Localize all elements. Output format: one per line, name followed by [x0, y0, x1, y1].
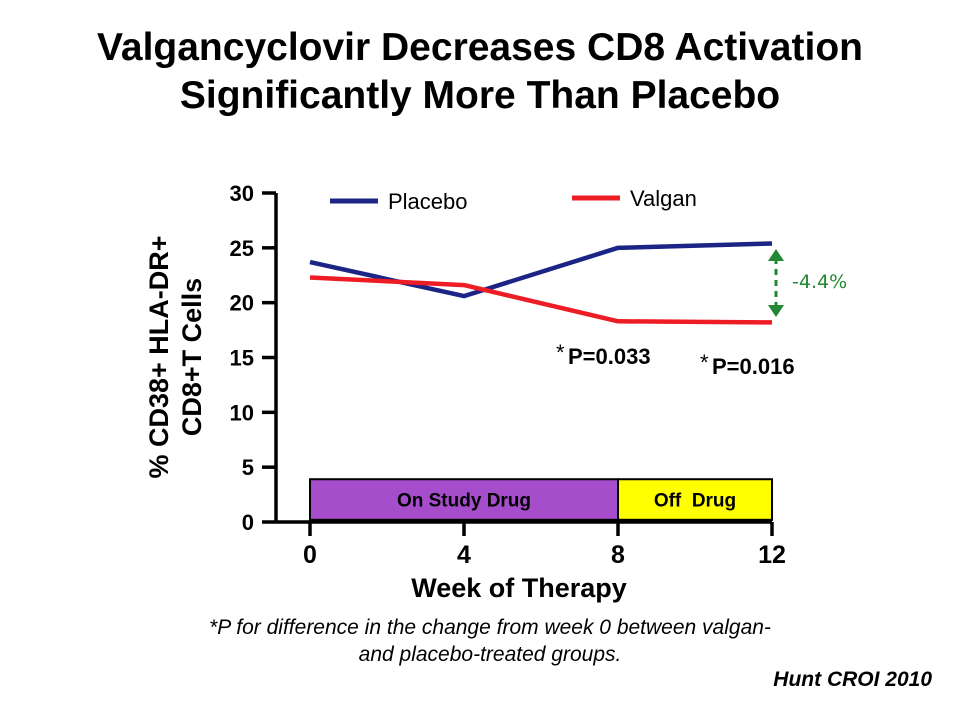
phase-bar [309, 478, 619, 521]
difference-arrow-head-down [768, 305, 784, 317]
y-tick-label: 30 [230, 181, 254, 206]
y-axis-title-line-2: CD8+T Cells [177, 278, 207, 436]
phase-label: Off Drug [654, 491, 736, 512]
phase-bars: On Study Drug Off Drug [309, 478, 773, 521]
x-tick-label: 12 [758, 541, 786, 569]
p-value-text: P=0.016 [712, 354, 795, 379]
title-line-2: Significantly More Than Placebo [179, 74, 781, 117]
y-tick-label: 0 [242, 510, 254, 535]
difference-label: -4.4% [792, 271, 847, 293]
x-ticks: 0 4 8 12 [303, 522, 786, 569]
y-axis-title: % CD38+ HLA-DR+ CD8+T Cells [144, 235, 207, 478]
series-line-placebo [309, 241, 773, 299]
slide-title: Valgancyclovir Decreases CD8 Activation … [0, 24, 960, 120]
asterisk: * [556, 340, 565, 365]
difference-arrow-head-up [768, 249, 784, 261]
series-lines [309, 241, 773, 325]
legend-label-valgan: Valgan [630, 186, 697, 211]
difference-arrow: -4.4% [768, 249, 847, 317]
footnote-line-2: and placebo-treated groups. [358, 643, 622, 666]
p-value-week-8: * P=0.033 [556, 340, 651, 369]
phase-bar [617, 478, 773, 521]
x-tick-label: 8 [611, 541, 625, 569]
y-ticks: 0 5 10 15 20 25 30 [230, 181, 276, 535]
citation: Hunt CROI 2010 [773, 668, 932, 691]
legend-label-placebo: Placebo [388, 189, 468, 214]
y-tick-label: 10 [230, 400, 254, 425]
y-tick-label: 15 [230, 346, 254, 371]
legend: Placebo Valgan [330, 186, 697, 214]
p-value-week-12: * P=0.016 [700, 350, 795, 379]
phase-label: On Study Drug [397, 491, 531, 512]
title-line-1: Valgancyclovir Decreases CD8 Activation [97, 26, 863, 69]
x-axis-title: Week of Therapy [411, 573, 627, 603]
y-axis-title-line-1: % CD38+ HLA-DR+ [144, 235, 174, 478]
x-tick-label: 0 [303, 541, 317, 569]
series-line-valgan [309, 275, 773, 325]
footnote: *P for difference in the change from wee… [130, 614, 850, 668]
asterisk: * [700, 350, 709, 375]
phase-1: Off Drug [617, 478, 773, 521]
p-value-text: P=0.033 [568, 344, 651, 369]
phase-0: On Study Drug [309, 478, 619, 521]
x-tick-label: 4 [457, 541, 471, 569]
y-tick-label: 25 [230, 236, 254, 261]
y-tick-label: 20 [230, 291, 254, 316]
footnote-line-1: *P for difference in the change from wee… [209, 616, 771, 639]
y-tick-label: 5 [242, 455, 254, 480]
